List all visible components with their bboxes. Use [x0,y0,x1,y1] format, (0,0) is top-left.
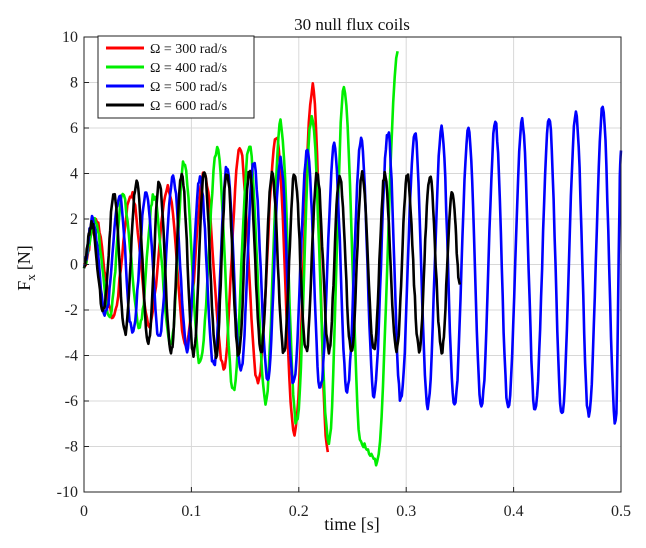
x-tick-label: 0.2 [289,503,309,520]
y-tick-label: -2 [65,302,78,319]
x-tick-label: 0.5 [611,503,631,520]
tick-labels: 0 0.1 0.2 0.3 0.4 0.5 -10 -8 -6 -4 -2 0 2 4 6 8 10 [57,29,631,520]
y-tick-label: -6 [65,393,78,410]
y-tick-label: -10 [57,484,78,501]
legend-label: Ω = 500 rad/s [150,80,227,95]
legend: Ω = 300 rad/s Ω = 400 rad/s Ω = 500 rad/s Ω… [97,35,255,119]
legend-label: Ω = 300 rad/s [150,42,227,57]
y-tick-label: 2 [70,211,78,228]
y-axis-label-sub: x [23,274,38,281]
legend-label: Ω = 600 rad/s [150,99,227,114]
x-tick-label: 0.3 [396,503,416,520]
series-line-3 [82,105,623,425]
series-group [82,51,623,467]
y-tick-label: 0 [70,257,78,274]
y-tick-label: 4 [70,166,78,183]
x-tick-label: 0 [80,503,88,520]
axes [83,36,622,493]
y-axis-label-unit: [N] [14,245,34,270]
x-tick-label: 0.4 [504,503,524,520]
svg-text:Fx[N]: Fx [N] [14,245,38,291]
series-line-4 [82,169,462,360]
y-tick-label: -8 [65,439,78,456]
y-axis-label: Fx [N] [14,245,38,291]
x-axis-label: time [s] [324,514,380,534]
legend-label: Ω = 400 rad/s [150,61,227,76]
y-tick-label: 10 [62,29,78,46]
chart-title: 30 null flux coils [294,15,410,34]
y-tick-label: 8 [70,75,78,92]
y-axis-label-main: F [14,281,34,291]
x-tick-label: 0.1 [181,503,201,520]
y-tick-label: -4 [65,348,78,365]
y-tick-label: 6 [70,120,78,137]
